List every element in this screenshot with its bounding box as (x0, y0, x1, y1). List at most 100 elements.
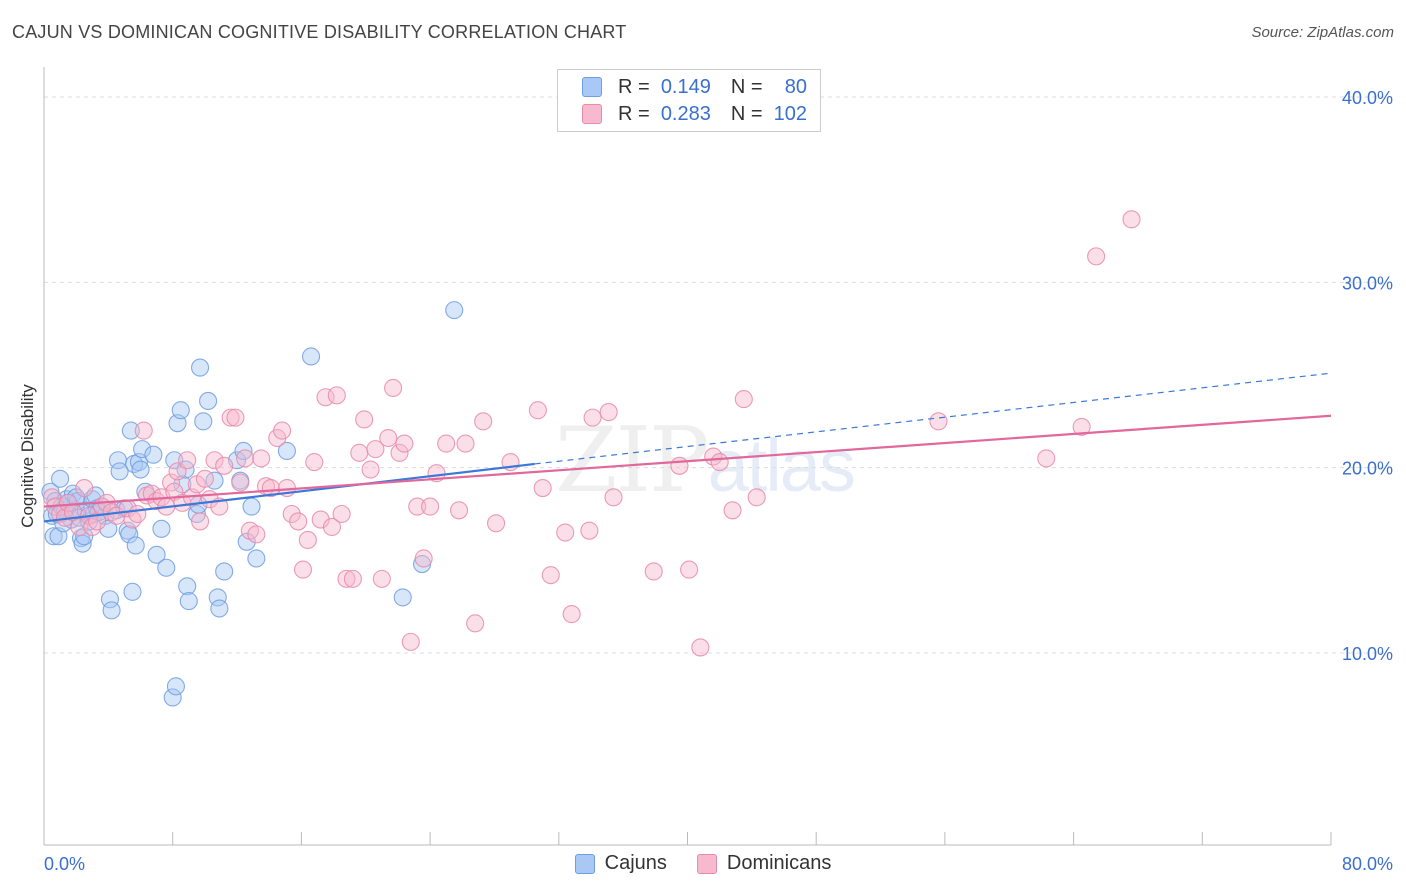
dominican-point (1072, 417, 1091, 436)
dominican-point (343, 569, 362, 588)
dominican-point (128, 504, 147, 524)
dominican-point (252, 449, 271, 468)
cajun-point (247, 549, 266, 568)
dominican-point (421, 497, 440, 516)
dominican-point (289, 512, 308, 531)
cajun-point (102, 601, 121, 620)
dominican-point (723, 501, 742, 520)
dominican-point (261, 479, 280, 498)
dominican-point (316, 388, 335, 407)
dominican-point (1122, 210, 1141, 229)
dominican-point (190, 512, 210, 531)
cajun-point (133, 440, 152, 459)
source-label: Source: ZipAtlas.com (1251, 24, 1394, 41)
cajun-point (190, 358, 210, 377)
dominican-point (332, 504, 351, 524)
y-tick-label: 10.0% (1342, 644, 1393, 664)
dominican-point (311, 510, 330, 529)
n-label: N = (730, 75, 763, 98)
legend-item-dominicans[interactable]: Dominicans (696, 852, 832, 875)
dominican-point (390, 443, 409, 462)
cajun-point (237, 532, 256, 551)
legend-swatch-dominicans (582, 104, 602, 124)
cajun-point (144, 445, 163, 464)
dominican-point (379, 428, 398, 448)
dominican-point (1087, 247, 1106, 266)
watermark: ZIPatlas (555, 408, 856, 513)
dominican-point (562, 605, 581, 624)
dominican-point (298, 530, 317, 549)
legend-item-cajuns[interactable]: Cajuns (574, 852, 667, 875)
cajun-point (215, 562, 234, 581)
cajun-point (194, 412, 213, 431)
dominican-point (83, 517, 102, 537)
dominican-point (414, 549, 433, 568)
dominican-point (929, 412, 948, 431)
dominican-point (350, 443, 369, 462)
chart-title: CAJUN VS DOMINICAN COGNITIVE DISABILITY … (12, 22, 627, 42)
legend-row-cajuns: R = 0.149 N = 80 (582, 75, 807, 99)
cajun-point (178, 577, 197, 596)
cajun-point (126, 536, 145, 555)
n-value: 102 (773, 102, 807, 125)
dominican-point (273, 421, 292, 440)
n-value: 80 (784, 75, 807, 98)
dominican-point (450, 501, 469, 520)
cajun-point (393, 588, 412, 607)
cajun-point (210, 599, 229, 618)
r-value: 0.149 (660, 75, 711, 98)
dominican-point (437, 434, 456, 453)
cajun-point (120, 525, 139, 544)
legend-swatch-cajuns (574, 853, 595, 874)
cajun-point (171, 401, 190, 420)
dominican-point (456, 434, 475, 453)
dominican-point (474, 412, 493, 431)
x-tick-label: 80.0% (1342, 854, 1393, 874)
dominican-point (580, 521, 599, 540)
cajun-point (163, 688, 182, 707)
dominican-point (384, 378, 403, 398)
dominican-point (195, 469, 214, 488)
dominican-point (221, 408, 240, 427)
dominican-point (644, 562, 663, 581)
cajun-point (44, 527, 63, 546)
correlation-legend: R = 0.149 N = 80 R = 0.283 N = 102 (557, 69, 821, 132)
dominican-point (395, 434, 414, 453)
dominican-point (372, 569, 391, 588)
x-tick-label: 0.0% (44, 854, 85, 874)
dominican-point (401, 632, 420, 651)
dominican-point (173, 493, 192, 512)
dominican-point (205, 451, 224, 470)
dominican-point (734, 390, 753, 409)
legend-swatch-cajuns (582, 77, 602, 97)
dominican-point (604, 488, 623, 507)
legend-swatch-dominicans (696, 853, 717, 874)
cajun-point (110, 462, 129, 481)
n-label: N = (730, 102, 763, 125)
cajun-trendline (43, 462, 535, 523)
dominican-point (427, 464, 446, 483)
cajun-point (166, 677, 185, 696)
dominican-point (247, 525, 266, 544)
cajun-point (302, 347, 321, 366)
cajun-point (445, 301, 464, 320)
cajun-point (152, 519, 171, 538)
y-tick-label: 30.0% (1342, 273, 1393, 293)
dominican-point (355, 410, 374, 429)
dominican-point (710, 453, 729, 472)
dominican-point (528, 401, 547, 420)
dominican-point (88, 512, 107, 531)
dominican-point (670, 456, 689, 475)
y-axis-label: Cognitive Disability (18, 384, 37, 528)
cajun-point (51, 469, 70, 488)
dominican-point (533, 479, 552, 498)
legend-label-dominicans: Dominicans (726, 852, 832, 874)
dominican-point (408, 497, 427, 516)
dominican-point (178, 451, 197, 470)
dominican-point (327, 386, 346, 405)
r-label: R = (618, 102, 650, 125)
dominican-point (231, 473, 250, 492)
dominican-point (236, 449, 255, 468)
dominican-point (75, 479, 94, 498)
